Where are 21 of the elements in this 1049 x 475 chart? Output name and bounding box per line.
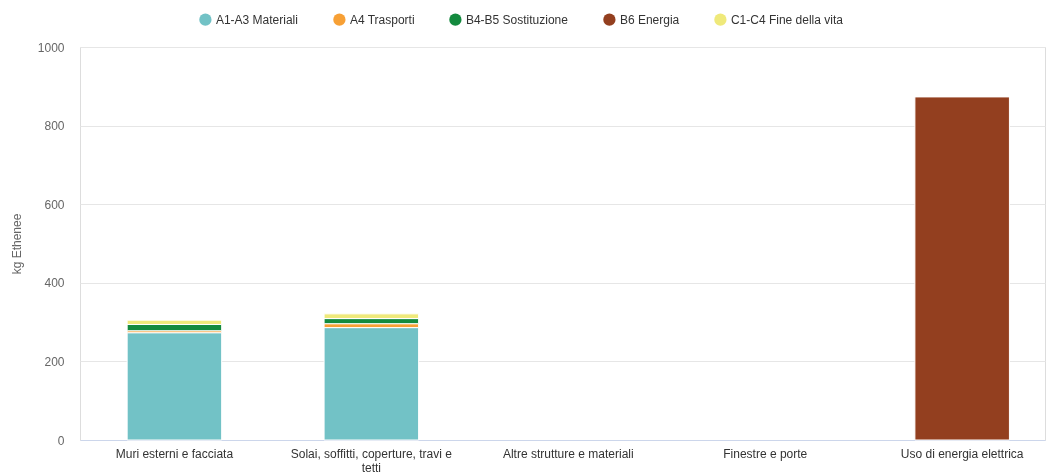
legend-label: B6 Energia: [619, 12, 680, 27]
y-tick-label: 0: [57, 433, 65, 448]
y-tick-label: 400: [44, 276, 65, 291]
x-tick-label: Finestre e porte: [723, 446, 808, 461]
legend-label: C1-C4 Fine della vita: [730, 12, 844, 27]
x-tick-label: Muri esterni e facciata: [115, 446, 234, 461]
legend-label: A1-A3 Materiali: [215, 12, 298, 27]
y-tick-label: 800: [44, 119, 65, 134]
x-tick-label: Solai, soffitti, coperture, travi e tetti: [290, 446, 453, 475]
bar: [323, 313, 420, 320]
y-tick-label: 600: [44, 197, 65, 212]
x-tick-label: Uso di energia elettrica: [900, 446, 1024, 461]
bar: [914, 96, 1010, 441]
bar: [323, 327, 420, 441]
y-tick-label: 200: [44, 354, 65, 369]
legend-label: B4-B5 Sostituzione: [465, 12, 569, 27]
legend-label: A4 Trasporti: [349, 12, 415, 27]
x-tick-label: Altre strutture e materiali: [502, 446, 634, 461]
y-tick-label: 1000: [37, 40, 65, 55]
y-axis-title: kg Ethenee: [9, 213, 24, 275]
bar: [126, 332, 223, 441]
